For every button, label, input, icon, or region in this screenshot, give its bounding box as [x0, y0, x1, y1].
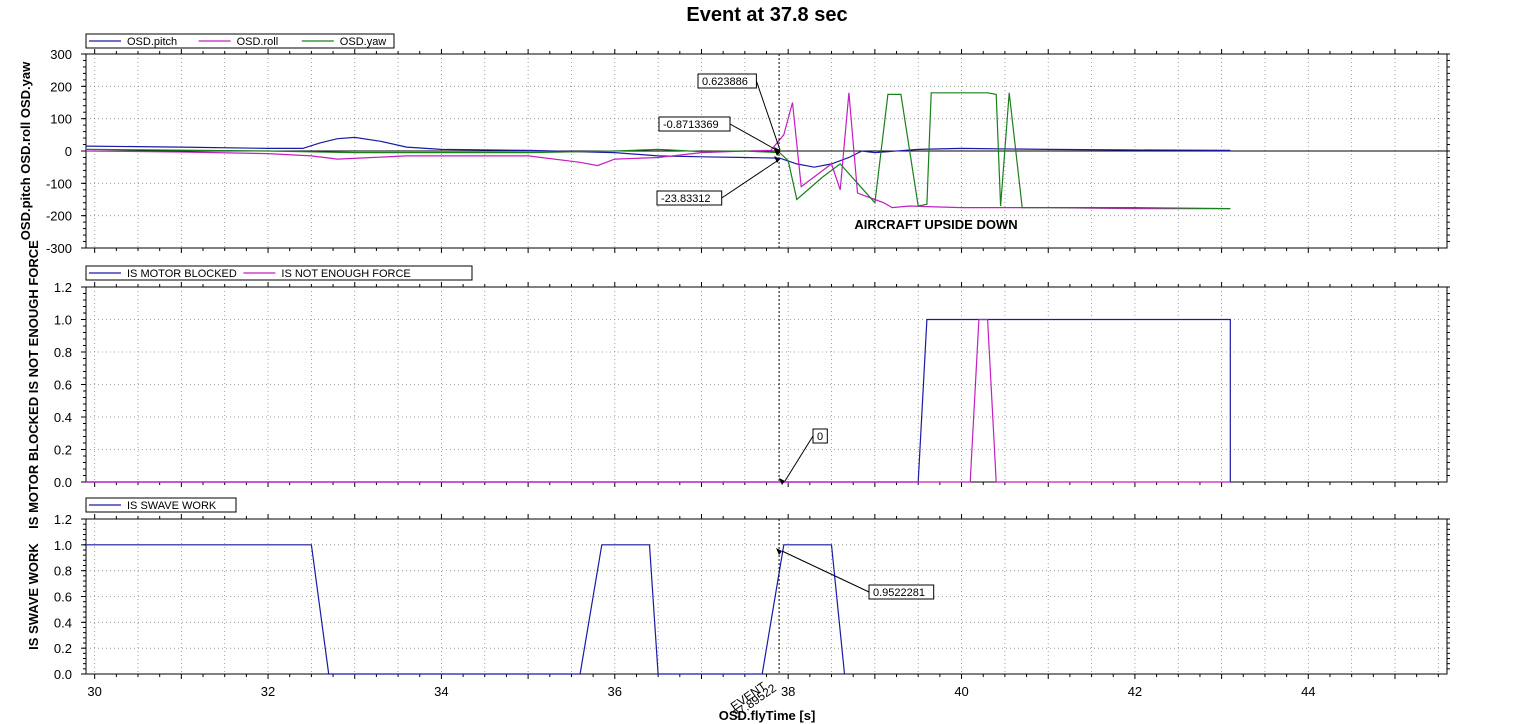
y-tick-label: 0.4: [54, 410, 72, 425]
callout-arrow: [755, 80, 781, 151]
callout-arrow: [729, 123, 781, 153]
y-tick-label: 0.0: [54, 475, 72, 490]
callout-label: 0: [817, 431, 823, 443]
x-tick-label: 40: [954, 684, 968, 699]
legend-box: [85, 33, 395, 49]
y-axis-label: OSD.pitch OSD.roll OSD.yaw: [18, 61, 33, 240]
y-tick-label: 1.0: [54, 313, 72, 328]
y-tick-label: 1.2: [54, 280, 72, 295]
legend-label: IS MOTOR BLOCKED: [127, 268, 237, 280]
series-line: [86, 318, 1231, 483]
series-line: [86, 544, 846, 675]
callout-box: [868, 584, 935, 600]
legend-box: [85, 497, 237, 513]
y-tick-label: 0.2: [54, 641, 72, 656]
panel-motor-force: 1.2 1.0 0.8 0.6 0.4 0.2 0.0 IS MOTOR BLOCKED IS…: [26, 240, 1450, 529]
panel-attitude: 300 200 100 0 -100 -200 -300 OSD.pitch OSD.roll…: [18, 33, 1450, 256]
series-line: [85, 136, 1231, 168]
legend: IS MOTOR BLOCKED IS NOT ENOUGH FORCE: [85, 265, 473, 281]
y-tick-label: 200: [50, 79, 72, 94]
x-tick-label: 36: [608, 684, 622, 699]
callout-arrow: [781, 550, 870, 593]
y-tick-label: 0.6: [54, 590, 72, 605]
y-tick-label: 1.2: [54, 512, 72, 527]
y-axis-label: IS SWAVE WORK: [26, 543, 41, 650]
callout-box: [697, 73, 757, 89]
x-tick-label: 42: [1128, 684, 1142, 699]
callout-box: [812, 428, 828, 444]
legend-label: OSD.pitch: [127, 36, 177, 48]
y-tick-label: 0.8: [54, 564, 72, 579]
x-tick-label: 38: [781, 684, 795, 699]
y-tick-label: 0.2: [54, 443, 72, 458]
callout-arrowhead: [779, 478, 785, 485]
callout-arrowhead: [776, 548, 782, 555]
callout-arrowhead: [774, 149, 780, 156]
y-axis-label: IS MOTOR BLOCKED IS NOT ENOUGH FORCE: [26, 240, 41, 529]
callout-arrowhead: [774, 156, 780, 163]
annotation-label: AIRCRAFT UPSIDE DOWN: [854, 217, 1017, 232]
legend-label: OSD.yaw: [340, 36, 387, 48]
y-tick-label: -100: [46, 176, 72, 191]
y-tick-label: 0.0: [54, 667, 72, 682]
y-tick-label: 0: [65, 144, 72, 159]
x-axis-label: OSD.flyTime [s]: [719, 708, 816, 723]
panel-swave-work: 1.2 1.0 0.8 0.6 0.4 0.2 0.0 IS SWAVE WORK IS SWA…: [26, 497, 1450, 721]
callout-arrow: [721, 158, 781, 199]
callout-arrow: [784, 435, 814, 482]
x-tick-label: 32: [261, 684, 275, 699]
series-line: [85, 92, 1231, 210]
y-tick-label: 1.0: [54, 538, 72, 553]
y-tick-label: 300: [50, 47, 72, 62]
callout-box: [656, 190, 723, 206]
x-tick-label: 44: [1301, 684, 1315, 699]
callout-label: 0.9522281: [873, 587, 925, 599]
y-tick-label: -200: [46, 209, 72, 224]
callout-box: [658, 116, 731, 132]
y-tick-label: 0.6: [54, 378, 72, 393]
legend-box: [85, 265, 473, 281]
legend-label: IS NOT ENOUGH FORCE: [281, 268, 410, 280]
legend: IS SWAVE WORK: [85, 497, 237, 513]
x-tick-label: 34: [434, 684, 448, 699]
y-tick-label: 100: [50, 112, 72, 127]
y-tick-label: 0.8: [54, 345, 72, 360]
y-tick-label: -300: [46, 241, 72, 256]
callout-label: -23.83312: [661, 193, 711, 205]
callout-label: -0.8713369: [663, 119, 719, 131]
y-tick-label: 0.4: [54, 615, 72, 630]
legend: OSD.pitch OSD.roll OSD.yaw: [85, 33, 395, 49]
callout-label: 0.623886: [702, 76, 748, 88]
legend-label: IS SWAVE WORK: [127, 500, 217, 512]
x-tick-label: 30: [87, 684, 101, 699]
series-line: [85, 92, 1231, 210]
legend-label: OSD.roll: [237, 36, 279, 48]
chart-title: Event at 37.8 sec: [686, 4, 847, 26]
